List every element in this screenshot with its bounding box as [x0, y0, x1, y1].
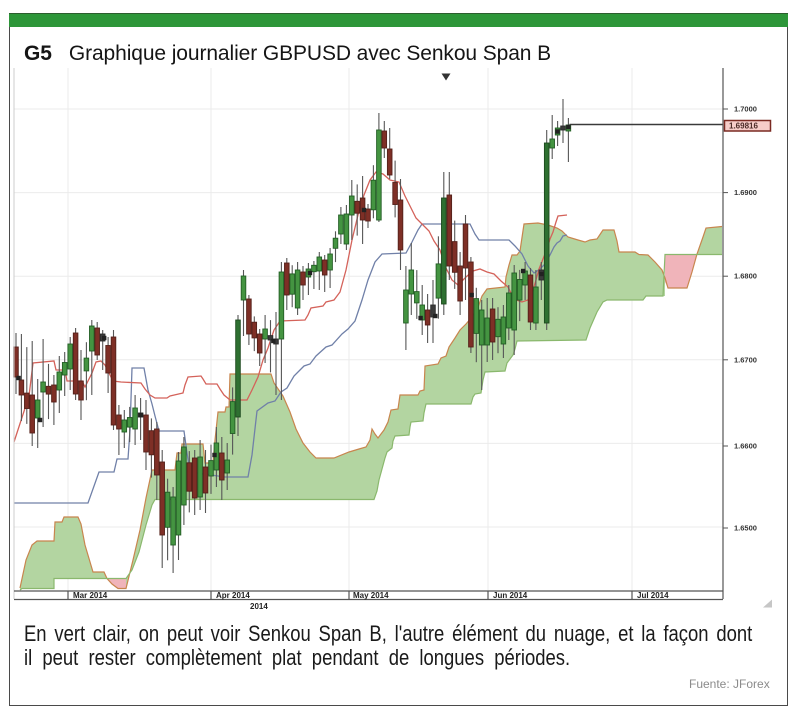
svg-text:May 2014: May 2014: [353, 591, 389, 600]
svg-text:Apr 2014: Apr 2014: [216, 591, 250, 600]
svg-text:Mar 2014: Mar 2014: [73, 591, 108, 600]
svg-text:1.6700: 1.6700: [734, 355, 757, 364]
svg-text:1.7000: 1.7000: [734, 105, 757, 114]
svg-text:Jun 2014: Jun 2014: [493, 591, 528, 600]
svg-text:Jul 2014: Jul 2014: [637, 591, 669, 600]
svg-text:2014: 2014: [250, 602, 268, 611]
svg-text:1.69816: 1.69816: [729, 122, 758, 131]
svg-text:1.6500: 1.6500: [734, 524, 757, 533]
svg-text:1.6800: 1.6800: [734, 272, 757, 281]
svg-text:1.6600: 1.6600: [734, 442, 757, 451]
svg-text:1.6900: 1.6900: [734, 188, 757, 197]
